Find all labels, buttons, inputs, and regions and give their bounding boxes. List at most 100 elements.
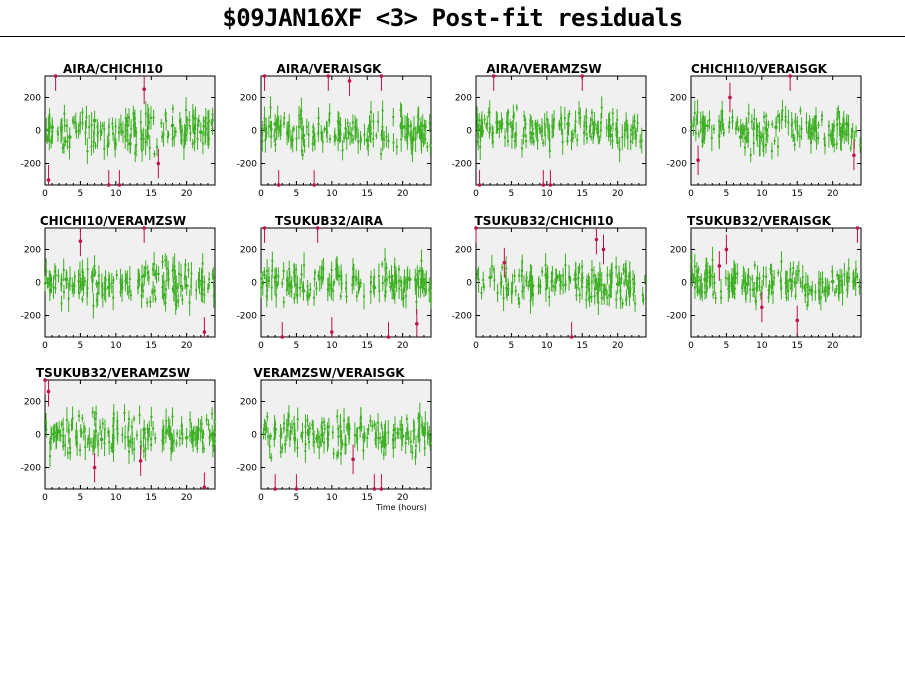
fit-point <box>593 294 596 297</box>
y-tick-label: 200 <box>455 93 472 103</box>
fit-point <box>52 433 55 436</box>
fit-point <box>742 274 745 277</box>
fit-point <box>530 275 533 278</box>
fit-point <box>721 118 724 121</box>
fit-point <box>313 296 316 299</box>
fit-point <box>837 285 840 288</box>
fit-point <box>690 260 693 263</box>
fit-point <box>515 106 518 109</box>
fit-point <box>161 439 164 442</box>
fit-point <box>824 288 827 291</box>
fit-point <box>744 281 747 284</box>
fit-point <box>773 140 776 143</box>
fit-point <box>130 127 133 130</box>
fit-point <box>275 274 278 277</box>
fit-point <box>797 270 800 273</box>
fit-point <box>299 286 302 289</box>
fit-point <box>332 290 335 293</box>
fit-point <box>402 281 405 284</box>
fit-point <box>141 275 144 278</box>
x-tick-label: 10 <box>326 189 338 199</box>
fit-point <box>79 120 82 123</box>
fit-point <box>719 125 722 128</box>
fit-point <box>94 144 97 147</box>
fit-point <box>416 115 419 118</box>
fit-point <box>211 435 214 438</box>
fit-point <box>164 288 167 291</box>
fit-point <box>849 147 852 150</box>
fit-point <box>720 290 723 293</box>
fit-point <box>399 108 402 111</box>
fit-point <box>67 135 72 139</box>
data-marks <box>474 226 646 339</box>
fit-point <box>794 295 797 298</box>
fit-point <box>79 284 82 287</box>
fit-point <box>551 125 554 128</box>
fit-point <box>791 280 794 283</box>
y-tick-label: 0 <box>35 127 41 137</box>
fit-point <box>577 277 580 280</box>
fit-point <box>142 436 145 439</box>
fit-point <box>348 428 351 431</box>
fit-point <box>400 438 403 441</box>
fit-point <box>696 111 699 114</box>
fit-point <box>44 282 47 285</box>
fit-point <box>745 122 748 125</box>
fit-point <box>759 142 762 145</box>
fit-point <box>77 280 80 283</box>
fit-point <box>157 272 160 275</box>
fit-point <box>625 279 627 282</box>
fit-point <box>201 275 204 278</box>
fit-point <box>213 440 216 443</box>
fit-point <box>606 274 609 277</box>
fit-point <box>79 429 82 432</box>
fit-point <box>424 290 427 293</box>
fit-point <box>108 441 111 444</box>
x-tick-label: 15 <box>146 189 157 199</box>
fit-point <box>94 434 97 437</box>
fit-point <box>303 144 306 147</box>
fit-point <box>755 282 758 285</box>
fit-point <box>118 126 121 129</box>
fit-point <box>88 438 91 441</box>
fit-point <box>385 135 388 138</box>
fit-point <box>96 134 99 137</box>
flagged-point <box>347 79 352 83</box>
x-tick-label: 15 <box>577 189 588 199</box>
fit-point <box>836 274 839 277</box>
fit-point <box>521 270 524 273</box>
fit-point <box>759 293 762 296</box>
fit-point <box>69 451 72 454</box>
fit-point <box>287 284 290 287</box>
fit-point <box>404 125 407 128</box>
fit-point <box>838 283 841 286</box>
fit-point <box>379 437 382 440</box>
fit-point <box>267 279 270 282</box>
fit-point <box>47 128 50 131</box>
fit-point <box>289 430 292 433</box>
fit-point <box>625 120 628 123</box>
fit-point <box>263 117 266 120</box>
fit-point <box>487 111 490 114</box>
fit-point <box>616 141 619 144</box>
fit-point <box>705 265 708 268</box>
fit-point <box>190 285 193 288</box>
fit-point <box>320 434 323 437</box>
fit-point <box>180 424 183 427</box>
fit-point <box>859 144 862 147</box>
fit-point <box>112 132 115 135</box>
fit-point <box>81 298 84 301</box>
fit-point <box>749 154 752 157</box>
data-marks <box>261 74 432 187</box>
fit-point <box>700 284 703 287</box>
fit-point <box>381 109 384 112</box>
flagged-point <box>276 183 281 187</box>
fit-point <box>170 123 175 128</box>
fit-point <box>765 275 768 278</box>
fit-point <box>314 271 317 274</box>
fit-point <box>753 264 756 267</box>
fit-point <box>377 437 380 440</box>
fit-point <box>49 455 52 458</box>
fit-point <box>544 134 547 137</box>
fit-point <box>144 447 147 450</box>
